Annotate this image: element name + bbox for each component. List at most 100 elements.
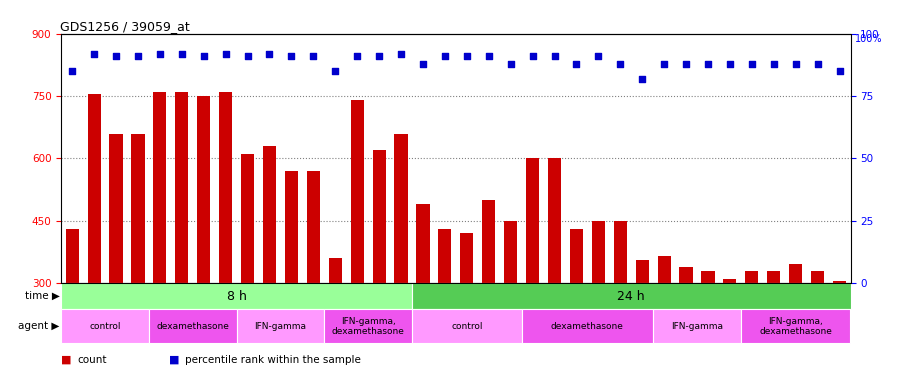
Bar	[328, 258, 342, 283]
Bar	[680, 267, 693, 283]
Bar	[176, 92, 188, 283]
Text: 24 h: 24 h	[617, 290, 645, 303]
Text: IFN-gamma,
dexamethasone: IFN-gamma, dexamethasone	[332, 316, 405, 336]
Bar	[197, 96, 211, 283]
Point	[196, 53, 211, 59]
Text: IFN-gamma: IFN-gamma	[255, 322, 306, 331]
Point	[416, 61, 430, 67]
Bar	[635, 260, 649, 283]
Point	[153, 51, 167, 57]
Point	[87, 51, 102, 57]
Bar	[504, 221, 518, 283]
Point	[788, 61, 803, 67]
Bar	[592, 221, 605, 283]
Bar	[460, 233, 473, 283]
Text: IFN-gamma,
dexamethasone: IFN-gamma, dexamethasone	[760, 316, 833, 336]
Text: 100%: 100%	[855, 34, 882, 44]
Bar	[522, 309, 653, 343]
Point	[219, 51, 233, 57]
Text: count: count	[77, 355, 107, 365]
Point	[350, 53, 365, 59]
Point	[569, 61, 583, 67]
Bar	[570, 229, 583, 283]
Bar	[373, 150, 386, 283]
Bar	[241, 154, 254, 283]
Bar	[653, 309, 741, 343]
Bar	[307, 171, 320, 283]
Point	[328, 68, 343, 74]
Text: control: control	[89, 322, 121, 331]
Point	[591, 53, 606, 59]
Bar	[219, 92, 232, 283]
Text: agent ▶: agent ▶	[18, 321, 59, 331]
Point	[262, 51, 276, 57]
Point	[701, 61, 716, 67]
Point	[65, 68, 79, 74]
Bar	[110, 134, 122, 283]
Text: GDS1256 / 39059_at: GDS1256 / 39059_at	[60, 20, 190, 33]
Text: dexamethasone: dexamethasone	[551, 322, 624, 331]
Point	[723, 61, 737, 67]
Bar	[614, 221, 627, 283]
Point	[482, 53, 496, 59]
Bar	[811, 271, 824, 283]
Bar	[658, 256, 670, 283]
Bar	[724, 279, 736, 283]
Bar	[438, 229, 452, 283]
Bar	[324, 309, 412, 343]
Point	[437, 53, 452, 59]
Text: ■: ■	[61, 355, 72, 365]
Point	[460, 53, 474, 59]
Point	[109, 53, 123, 59]
Point	[832, 68, 847, 74]
Bar	[153, 92, 166, 283]
Bar	[131, 134, 145, 283]
Point	[240, 53, 255, 59]
Bar	[87, 94, 101, 283]
Bar	[412, 309, 522, 343]
Bar	[789, 264, 802, 283]
Text: dexamethasone: dexamethasone	[157, 322, 230, 331]
Point	[744, 61, 759, 67]
Point	[613, 61, 627, 67]
Point	[394, 51, 409, 57]
Bar	[148, 309, 237, 343]
Bar	[61, 309, 148, 343]
Point	[372, 53, 386, 59]
Bar	[61, 283, 412, 309]
Bar	[351, 100, 364, 283]
Bar	[548, 159, 561, 283]
Bar	[263, 146, 276, 283]
Point	[503, 61, 517, 67]
Point	[635, 76, 650, 82]
Point	[306, 53, 320, 59]
Text: IFN-gamma: IFN-gamma	[671, 322, 723, 331]
Bar	[237, 309, 324, 343]
Bar	[745, 271, 759, 283]
Bar	[526, 159, 539, 283]
Text: control: control	[451, 322, 482, 331]
Bar	[417, 204, 429, 283]
Bar	[741, 309, 850, 343]
Point	[657, 61, 671, 67]
Point	[810, 61, 824, 67]
Point	[130, 53, 145, 59]
Bar	[412, 283, 850, 309]
Bar	[833, 281, 846, 283]
Point	[284, 53, 299, 59]
Bar	[701, 271, 715, 283]
Text: time ▶: time ▶	[24, 291, 59, 301]
Point	[175, 51, 189, 57]
Point	[767, 61, 781, 67]
Point	[679, 61, 693, 67]
Bar	[767, 271, 780, 283]
Point	[526, 53, 540, 59]
Bar	[482, 200, 495, 283]
Bar	[66, 229, 78, 283]
Bar	[284, 171, 298, 283]
Text: ■: ■	[169, 355, 180, 365]
Point	[547, 53, 562, 59]
Text: 8 h: 8 h	[227, 290, 247, 303]
Bar	[394, 134, 408, 283]
Text: percentile rank within the sample: percentile rank within the sample	[185, 355, 361, 365]
